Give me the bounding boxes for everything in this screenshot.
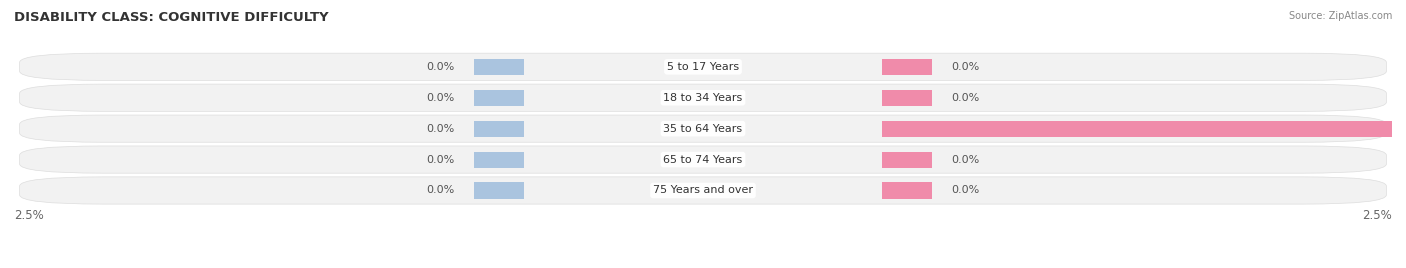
Bar (474, 59, 524, 75)
Text: 0.0%: 0.0% (427, 155, 456, 165)
Text: 75 Years and over: 75 Years and over (652, 185, 754, 195)
Bar (474, 183, 524, 199)
Text: DISABILITY CLASS: COGNITIVE DIFFICULTY: DISABILITY CLASS: COGNITIVE DIFFICULTY (14, 11, 329, 24)
Text: 0.0%: 0.0% (427, 185, 456, 195)
Text: 0.0%: 0.0% (427, 93, 456, 103)
Bar (882, 90, 932, 106)
Text: 65 to 74 Years: 65 to 74 Years (664, 155, 742, 165)
Bar (882, 183, 932, 199)
Bar (474, 151, 524, 168)
FancyBboxPatch shape (20, 146, 1386, 173)
Bar (474, 90, 524, 106)
Text: 0.0%: 0.0% (950, 185, 979, 195)
Text: 0.0%: 0.0% (950, 93, 979, 103)
Text: 35 to 64 Years: 35 to 64 Years (664, 124, 742, 134)
Bar (882, 151, 932, 168)
FancyBboxPatch shape (20, 177, 1386, 204)
Text: 5 to 17 Years: 5 to 17 Years (666, 62, 740, 72)
Text: Source: ZipAtlas.com: Source: ZipAtlas.com (1288, 11, 1392, 21)
Text: 2.5%: 2.5% (14, 209, 44, 222)
Text: 0.0%: 0.0% (950, 62, 979, 72)
Bar (882, 59, 932, 75)
Text: 18 to 34 Years: 18 to 34 Years (664, 93, 742, 103)
Text: 0.0%: 0.0% (950, 155, 979, 165)
FancyBboxPatch shape (20, 53, 1386, 80)
Bar (882, 121, 1406, 137)
Text: 0.0%: 0.0% (427, 62, 456, 72)
Text: 2.5%: 2.5% (1362, 209, 1392, 222)
Bar (474, 121, 524, 137)
FancyBboxPatch shape (20, 84, 1386, 111)
FancyBboxPatch shape (20, 115, 1386, 142)
Text: 0.0%: 0.0% (427, 124, 456, 134)
